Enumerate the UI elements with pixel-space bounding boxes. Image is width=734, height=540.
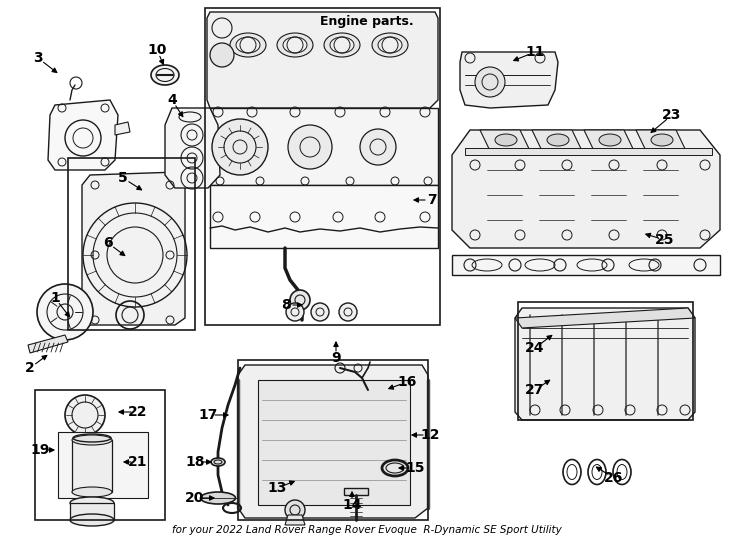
Text: 4: 4	[167, 93, 177, 107]
Ellipse shape	[72, 487, 112, 497]
Circle shape	[360, 129, 396, 165]
Text: 18: 18	[185, 455, 205, 469]
Text: 3: 3	[33, 51, 43, 65]
Bar	[72, 440, 112, 492]
Text: 22: 22	[128, 405, 148, 419]
Ellipse shape	[330, 37, 354, 53]
Polygon shape	[636, 130, 688, 155]
Circle shape	[339, 303, 357, 321]
Text: 26: 26	[604, 471, 624, 485]
Text: 20: 20	[185, 491, 205, 505]
Polygon shape	[285, 515, 305, 525]
Ellipse shape	[495, 134, 517, 146]
Polygon shape	[515, 308, 695, 328]
Text: 25: 25	[655, 233, 675, 247]
Polygon shape	[82, 172, 185, 325]
Ellipse shape	[283, 37, 307, 53]
Polygon shape	[207, 12, 438, 108]
Text: 8: 8	[281, 298, 291, 312]
Circle shape	[210, 43, 234, 67]
Bar	[205, 8, 440, 325]
Text: 12: 12	[421, 428, 440, 442]
Polygon shape	[584, 130, 636, 155]
Bar	[35, 390, 165, 520]
Text: 24: 24	[526, 341, 545, 355]
Text: 10: 10	[148, 43, 167, 57]
Polygon shape	[515, 308, 695, 420]
Text: 7: 7	[427, 193, 437, 207]
Ellipse shape	[277, 33, 313, 57]
Text: 11: 11	[526, 45, 545, 59]
Circle shape	[285, 500, 305, 520]
Ellipse shape	[236, 37, 260, 53]
Circle shape	[290, 290, 310, 310]
Ellipse shape	[324, 33, 360, 57]
Circle shape	[37, 284, 93, 340]
Polygon shape	[28, 335, 68, 353]
Text: 19: 19	[30, 443, 50, 457]
Polygon shape	[165, 108, 220, 188]
Bar	[68, 158, 195, 330]
Circle shape	[286, 303, 304, 321]
Ellipse shape	[70, 497, 114, 509]
Text: 13: 13	[267, 481, 287, 495]
Polygon shape	[460, 52, 558, 108]
Circle shape	[212, 119, 268, 175]
Bar	[70, 503, 114, 520]
Polygon shape	[258, 380, 410, 505]
Ellipse shape	[200, 492, 236, 504]
Ellipse shape	[72, 435, 112, 445]
Polygon shape	[452, 130, 720, 248]
Polygon shape	[210, 108, 438, 185]
Text: 5: 5	[118, 171, 128, 185]
Ellipse shape	[651, 134, 673, 146]
Polygon shape	[210, 185, 438, 248]
Circle shape	[311, 303, 329, 321]
Ellipse shape	[599, 134, 621, 146]
Text: 27: 27	[526, 383, 545, 397]
Polygon shape	[115, 122, 130, 135]
Ellipse shape	[372, 33, 408, 57]
Ellipse shape	[378, 37, 402, 53]
Text: 14: 14	[342, 498, 362, 512]
Bar	[238, 360, 428, 520]
Polygon shape	[238, 365, 428, 518]
Bar	[518, 302, 693, 420]
Text: Engine parts.: Engine parts.	[320, 16, 414, 29]
Text: 17: 17	[198, 408, 218, 422]
Text: for your 2022 Land Rover Range Rover Evoque  R-Dynamic SE Sport Utility: for your 2022 Land Rover Range Rover Evo…	[172, 525, 562, 535]
Text: 2: 2	[25, 361, 35, 375]
Text: 23: 23	[662, 108, 682, 122]
Bar	[58, 432, 148, 498]
Circle shape	[65, 395, 105, 435]
Text: 15: 15	[405, 461, 425, 475]
Text: 16: 16	[397, 375, 417, 389]
Ellipse shape	[70, 514, 114, 526]
Text: 6: 6	[103, 236, 113, 250]
Text: 21: 21	[128, 455, 148, 469]
Polygon shape	[48, 100, 118, 170]
Polygon shape	[465, 148, 712, 155]
Ellipse shape	[211, 458, 225, 466]
Circle shape	[475, 67, 505, 97]
Text: 9: 9	[331, 351, 341, 365]
Bar	[344, 488, 368, 495]
Polygon shape	[452, 255, 720, 275]
Circle shape	[288, 125, 332, 169]
Polygon shape	[532, 130, 584, 155]
Ellipse shape	[151, 65, 179, 85]
Text: 1: 1	[50, 291, 60, 305]
Ellipse shape	[547, 134, 569, 146]
Ellipse shape	[230, 33, 266, 57]
Polygon shape	[480, 130, 532, 155]
